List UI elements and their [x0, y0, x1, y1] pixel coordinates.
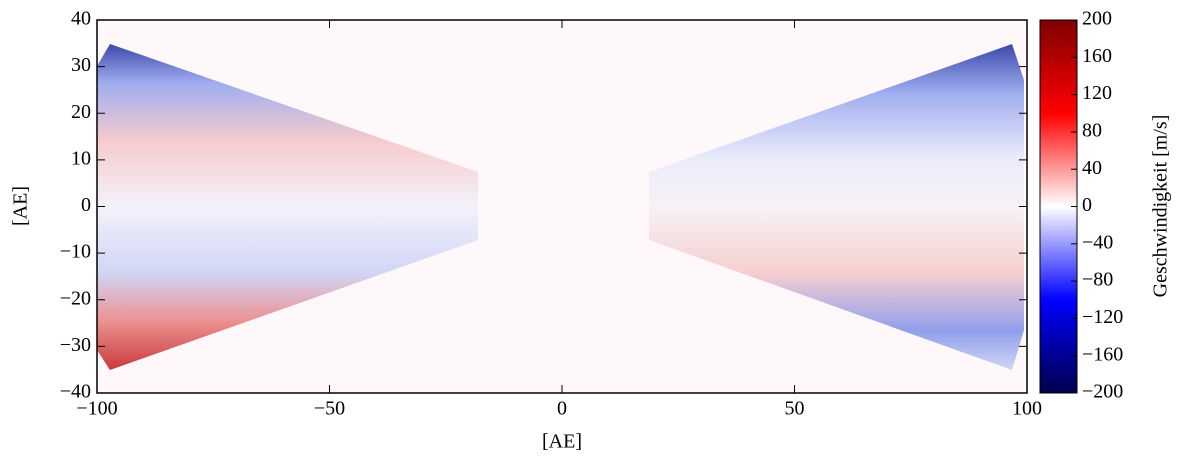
y-tick-label: 20 [71, 101, 91, 123]
y-axis-label: [AE] [10, 186, 32, 226]
x-tick-label: 50 [785, 398, 805, 420]
colorbar-tick-label: −80 [1082, 269, 1113, 291]
colorbar-tick-label: 40 [1082, 157, 1102, 179]
colorbar-tick-label: 160 [1082, 45, 1112, 67]
y-tick-label: −10 [60, 241, 91, 263]
colorbar-tick-label: 200 [1082, 8, 1112, 30]
colorbar-tick-label: −160 [1082, 343, 1123, 365]
y-tick-label: 10 [71, 147, 91, 169]
y-tick-label: −20 [60, 287, 91, 309]
x-tick-label: −50 [314, 398, 345, 420]
colorbar [1039, 19, 1078, 394]
x-axis-label: [AE] [542, 431, 582, 453]
x-tick-label: 100 [1012, 398, 1042, 420]
colorbar-label: Geschwindigkeit [m/s] [1150, 115, 1172, 298]
colorbar-tick-label: −200 [1082, 381, 1123, 403]
colorbar-tick-label: 0 [1082, 194, 1092, 216]
y-tick-label: −30 [60, 334, 91, 356]
right-wedge [649, 44, 1024, 370]
x-tick-label: 0 [557, 398, 567, 420]
left-wedge [97, 44, 478, 370]
y-tick-label: −40 [60, 381, 91, 403]
y-tick-label: 40 [71, 8, 91, 30]
colorbar-tick-label: 80 [1082, 119, 1102, 141]
colorbar-tick-label: −40 [1082, 231, 1113, 253]
colorbar-tick-label: −120 [1082, 306, 1123, 328]
y-tick-label: 30 [71, 54, 91, 76]
colorbar-tick-label: 120 [1082, 82, 1112, 104]
y-tick-label: 0 [81, 194, 91, 216]
x-tick-label: −100 [76, 398, 117, 420]
